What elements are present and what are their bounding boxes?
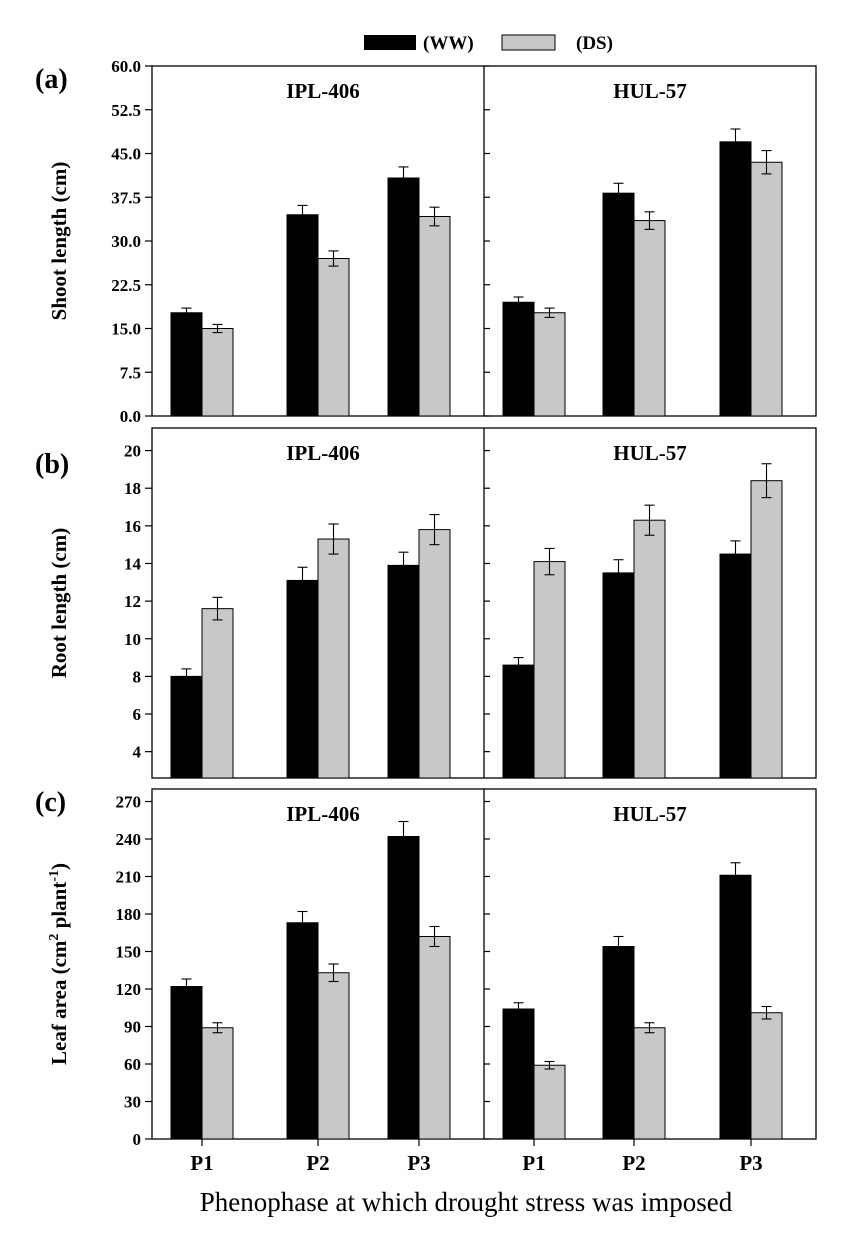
bar-ds-p3 — [418, 529, 451, 779]
x-category-p1: P1 — [190, 1151, 213, 1175]
bar-ww-p1 — [170, 312, 203, 417]
y-tick-label: 16 — [124, 517, 141, 536]
panel-letter: (b) — [35, 449, 69, 480]
bar-ww-p2 — [602, 572, 635, 779]
x-category-p1: P1 — [522, 1151, 545, 1175]
y-tick-label: 180 — [116, 905, 142, 924]
y-axis-title-superscript: 2 — [47, 934, 62, 941]
y-tick-label: 30.0 — [111, 232, 141, 251]
y-tick-label: 12 — [124, 592, 141, 611]
bar-ww-p2 — [602, 946, 635, 1140]
y-tick-label: 7.5 — [120, 363, 141, 382]
y-tick-label: 0.0 — [120, 407, 141, 426]
bar-ww-p3 — [387, 564, 420, 779]
bar-ww-p1 — [502, 664, 535, 779]
y-tick-label: 4 — [133, 743, 142, 762]
bar-ww-p3 — [387, 836, 420, 1140]
bar-ds-p1 — [533, 561, 566, 779]
bar-ww-p1 — [170, 675, 203, 779]
bar-ww-p1 — [502, 1008, 535, 1140]
y-tick-label: 210 — [116, 868, 142, 887]
y-tick-label: 52.5 — [111, 101, 141, 120]
y-tick-label: 30 — [124, 1093, 141, 1112]
bar-ds-p2 — [633, 220, 666, 417]
panel-title-ipl-406: IPL-406 — [286, 79, 360, 103]
bar-ww-p3 — [387, 177, 420, 417]
y-tick-label: 18 — [124, 479, 141, 498]
panel-title-ipl-406: IPL-406 — [286, 802, 360, 826]
y-axis-title-part: plant — [47, 882, 71, 934]
bar-ww-p1 — [502, 301, 535, 417]
bar-ds-p3 — [418, 936, 451, 1140]
bar-ds-p3 — [418, 216, 451, 417]
panel-title-hul-57: HUL-57 — [613, 441, 687, 465]
bar-ds-p3 — [750, 480, 783, 779]
bar-ds-p2 — [633, 519, 666, 779]
bar-ds-p3 — [750, 1012, 783, 1140]
bar-ds-p1 — [533, 1064, 566, 1140]
y-tick-label: 60 — [124, 1055, 141, 1074]
legend-label-ds: (DS) — [576, 33, 613, 54]
x-category-p3: P3 — [739, 1151, 762, 1175]
panel-title-ipl-406: IPL-406 — [286, 441, 360, 465]
y-tick-label: 90 — [124, 1018, 141, 1037]
legend-label-ww: (WW) — [423, 33, 474, 54]
bar-ww-p3 — [719, 874, 752, 1140]
panel-title-hul-57: HUL-57 — [613, 802, 687, 826]
legend-swatch-ww — [364, 35, 416, 50]
y-tick-label: 270 — [116, 793, 142, 812]
panels: 0.0 7.5 15.0 22.5 30.0 37.5 45.0 52.5 60.0 (a) Sho… — [35, 57, 817, 1149]
bar-ds-p1 — [533, 312, 566, 417]
y-axis-title-part: ) — [47, 863, 71, 870]
bar-ww-p3 — [719, 141, 752, 417]
y-tick-label: 15.0 — [111, 320, 141, 339]
bar-ds-p1 — [201, 608, 234, 779]
x-category-p2: P2 — [306, 1151, 329, 1175]
y-tick-label: 240 — [116, 830, 142, 849]
y-tick-label: 22.5 — [111, 276, 141, 295]
panel-letter: (a) — [35, 64, 68, 95]
panel-a: 0.0 7.5 15.0 22.5 30.0 37.5 45.0 52.5 60.0 (a) Sho… — [35, 57, 817, 426]
panel-b: 4 6 8 10 12 14 16 18 20 (b) Root length (cm) IPL-40… — [35, 427, 817, 779]
y-axis-title: Leaf area (cm2 plant-1) — [47, 863, 71, 1065]
bar-ds-p2 — [317, 258, 350, 417]
x-axis-title: Phenophase at which drought stress was i… — [200, 1187, 733, 1217]
bar-ww-p1 — [170, 986, 203, 1140]
bar-ww-p2 — [602, 192, 635, 417]
x-category-p2: P2 — [622, 1151, 645, 1175]
panel-c: 0 30 60 90 120 150 180 210 240 270 (c) Leaf area (c… — [35, 787, 817, 1149]
y-tick-label: 0 — [133, 1130, 142, 1149]
panel-title-hul-57: HUL-57 — [613, 79, 687, 103]
panel-letter: (c) — [35, 787, 66, 818]
bar-ds-p3 — [750, 161, 783, 417]
bar-ds-p1 — [201, 1027, 234, 1140]
legend: (WW) (DS) — [364, 33, 613, 54]
y-axis-title: Root length (cm) — [47, 528, 71, 678]
y-tick-label: 37.5 — [111, 188, 141, 207]
bar-ds-p2 — [317, 538, 350, 779]
y-tick-label: 10 — [124, 630, 141, 649]
y-tick-label: 14 — [124, 554, 142, 573]
y-tick-label: 120 — [116, 980, 142, 999]
y-axis-title-part: Leaf area (cm — [47, 940, 71, 1065]
y-tick-label: 20 — [124, 442, 141, 461]
y-tick-label: 150 — [116, 943, 142, 962]
x-category-p3: P3 — [407, 1151, 430, 1175]
x-category-labels: P1 P2 P3 P1 P2 P3 — [190, 1139, 763, 1175]
y-axis-title-superscript: -1 — [47, 870, 62, 882]
y-axis-title: Shoot length (cm) — [47, 162, 71, 321]
bar-ds-p2 — [633, 1027, 666, 1140]
y-tick-label: 45.0 — [111, 145, 141, 164]
bar-ww-p2 — [286, 579, 319, 779]
bar-ds-p1 — [201, 328, 234, 417]
bar-ww-p3 — [719, 553, 752, 779]
bar-ww-p2 — [286, 922, 319, 1140]
bar-ww-p2 — [286, 214, 319, 417]
y-tick-label: 60.0 — [111, 57, 141, 76]
legend-swatch-ds — [501, 34, 556, 51]
bar-ds-p2 — [317, 972, 350, 1140]
y-tick-label: 6 — [133, 705, 142, 724]
y-tick-label: 8 — [133, 667, 142, 686]
